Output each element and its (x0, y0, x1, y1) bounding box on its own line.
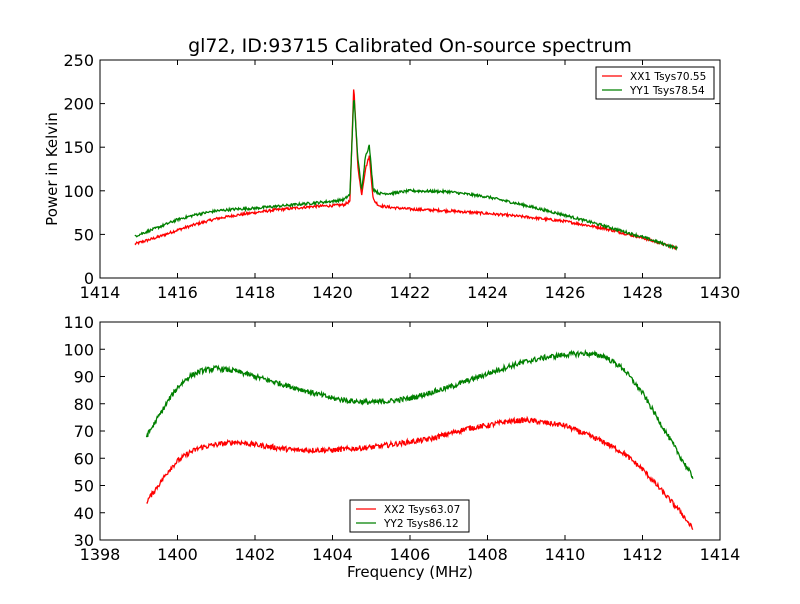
x-tick-label: 1420 (312, 283, 353, 302)
x-tick-label: 1400 (157, 545, 198, 564)
y-tick-label: 50 (74, 225, 94, 244)
y-tick-label: 110 (63, 313, 94, 332)
series-line-xx2 (146, 415, 694, 531)
x-tick-label: 1422 (390, 283, 431, 302)
x-tick-label: 1410 (545, 545, 586, 564)
x-tick-label: 1398 (80, 545, 121, 564)
y-tick-label: 90 (74, 368, 94, 387)
legend-box (349, 499, 470, 533)
x-tick-label: 1414 (80, 283, 121, 302)
y-tick-label: 100 (63, 182, 94, 201)
x-axis-label: Frequency (MHz) (347, 563, 473, 581)
x-tick-label: 1406 (390, 545, 431, 564)
series-line-xx1 (134, 89, 678, 251)
x-tick-label: 1418 (235, 283, 276, 302)
legend: XX2 Tsys63.07 YY2 Tsys86.12 (349, 499, 470, 533)
x-tick-label: 1430 (700, 283, 741, 302)
x-tick-label: 1414 (700, 545, 741, 564)
legend-entry: YY1 Tsys78.54 (629, 85, 705, 97)
bottom-spectrum-panel: 1398 1400 1402 1404 1406 1408 1410 1412 1414 30 40… (63, 313, 740, 581)
y-tick-label: 40 (74, 504, 94, 523)
legend-box (595, 66, 715, 100)
x-tick-label: 1424 (467, 283, 508, 302)
y-tick-label: 250 (63, 51, 94, 70)
x-tick-label: 1428 (622, 283, 663, 302)
legend-entry: YY2 Tsys86.12 (383, 518, 459, 530)
y-tick-label: 150 (63, 138, 94, 157)
legend-entry: XX1 Tsys70.55 (630, 71, 706, 83)
x-tick-label: 1416 (157, 283, 198, 302)
y-tick-label: 200 (63, 95, 94, 114)
x-tick-label: 1402 (235, 545, 276, 564)
y-tick-label: 80 (74, 395, 94, 414)
y-tick-label: 50 (74, 477, 94, 496)
top-spectrum-panel: 1414 1416 1418 1420 1422 1424 1426 1428 1430 0 50 1… (43, 35, 740, 302)
series-line-yy1 (134, 100, 678, 251)
y-tick-label: 0 (84, 269, 94, 288)
legend-entry: XX2 Tsys63.07 (384, 504, 460, 516)
y-axis-label: Power in Kelvin (43, 112, 61, 226)
y-tick-label: 60 (74, 449, 94, 468)
x-tick-label: 1426 (545, 283, 586, 302)
x-tick-label: 1404 (312, 545, 353, 564)
y-tick-label: 70 (74, 422, 94, 441)
chart-title: gl72, ID:93715 Calibrated On-source spec… (188, 35, 632, 57)
x-tick-label: 1412 (622, 545, 663, 564)
y-tick-label: 100 (63, 340, 94, 359)
series-line-yy2 (145, 348, 694, 479)
x-tick-label: 1408 (467, 545, 508, 564)
legend: XX1 Tsys70.55 YY1 Tsys78.54 (595, 66, 715, 100)
y-tick-label: 30 (74, 531, 94, 550)
